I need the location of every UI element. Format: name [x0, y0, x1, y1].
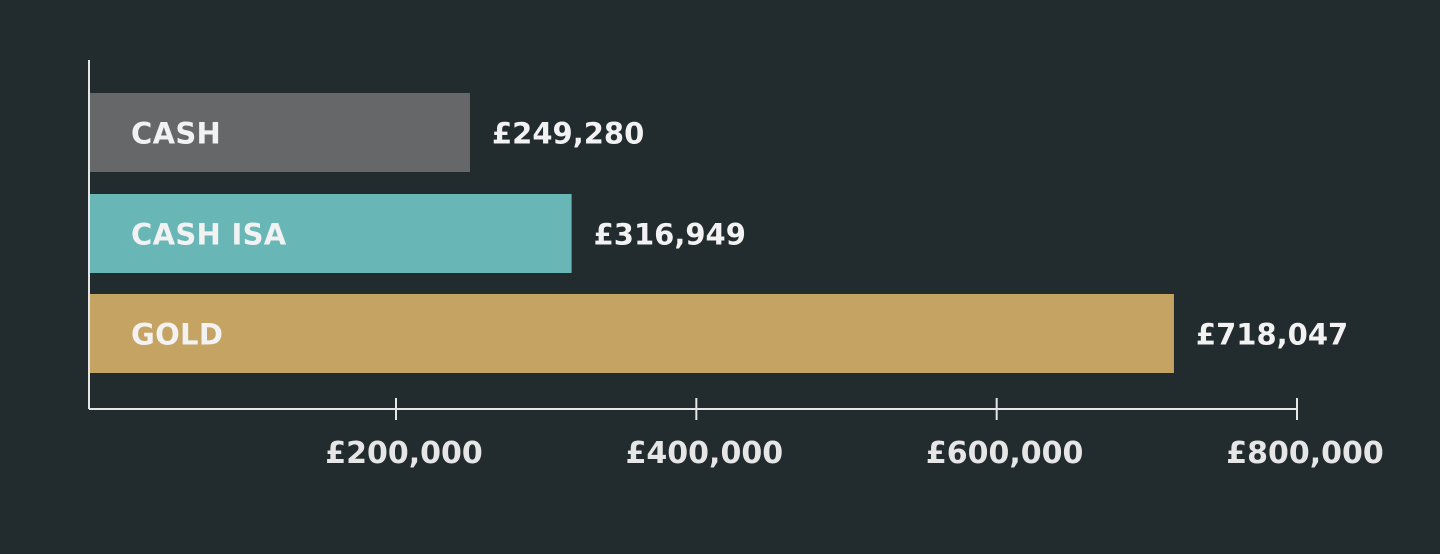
category-label-cash-isa: CASH ISA: [131, 218, 287, 252]
x-axis: £200,000 £400,000 £600,000 £800,000: [88, 60, 1384, 471]
bar-gold: [90, 294, 1174, 373]
x-tick-label: £600,000: [926, 436, 1084, 471]
x-tick-label: £200,000: [325, 436, 483, 471]
category-label-gold: GOLD: [131, 318, 223, 352]
bars-group: CASH £249,280 CASH ISA £316,949 GOLD £718,047: [90, 93, 1348, 373]
value-label-gold: £718,047: [1196, 318, 1348, 352]
value-label-cash: £249,280: [492, 117, 644, 151]
x-tick-label: £800,000: [1226, 436, 1384, 471]
x-tick-label: £400,000: [626, 436, 784, 471]
value-label-cash-isa: £316,949: [594, 218, 746, 252]
category-label-cash: CASH: [131, 117, 221, 151]
bar-cash-isa: [90, 194, 572, 273]
bar-cash: [90, 93, 471, 172]
